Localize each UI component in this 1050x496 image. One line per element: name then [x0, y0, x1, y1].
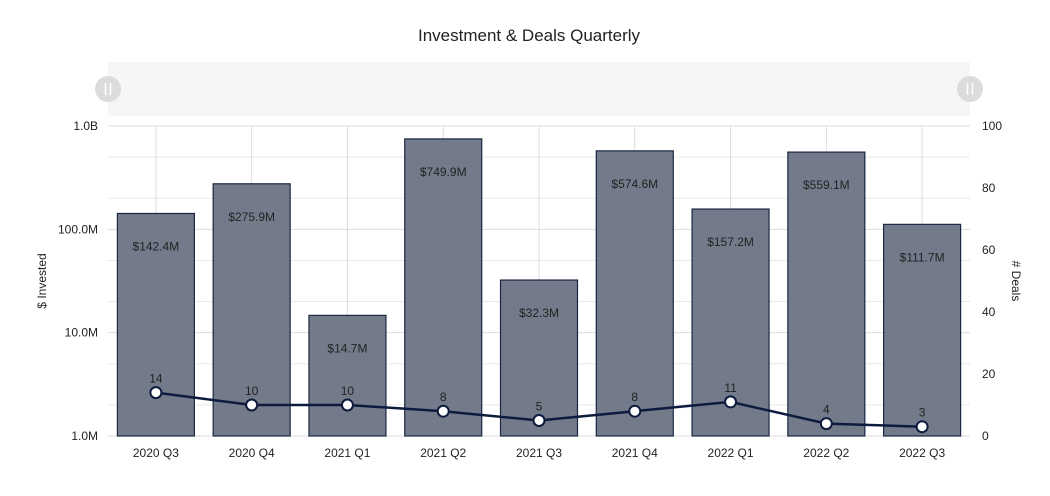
bar-value-label: $559.1M	[803, 178, 850, 192]
deals-point[interactable]	[340, 398, 354, 412]
deals-value-label: 11	[724, 381, 737, 395]
range-slider[interactable]	[95, 62, 983, 116]
left-axis-tick-label: 100.0M	[58, 222, 98, 236]
left-axis-tick-label: 10.0M	[65, 326, 98, 340]
deals-value-label: 5	[536, 400, 543, 414]
bar-value-label: $111.7M	[900, 250, 945, 264]
bar-value-label: $32.3M	[519, 306, 559, 320]
bar-2021-q3[interactable]	[499, 279, 579, 437]
bar-value-label: $157.2M	[707, 235, 754, 249]
deals-point[interactable]	[532, 414, 546, 427]
bar-value-label: $275.9M	[228, 210, 275, 224]
deals-point[interactable]	[149, 386, 163, 400]
x-axis: 2020 Q3 2020 Q4 2021 Q1 2021 Q2 2021 Q3 2021 …	[133, 446, 946, 460]
bar-series	[116, 138, 962, 437]
deals-point[interactable]	[436, 404, 450, 418]
deals-value-label: 4	[823, 403, 830, 417]
right-axis-tick-label: 20	[982, 367, 996, 381]
left-axis-tick-label: 1.0B	[73, 119, 98, 133]
x-axis-tick-label: 2022 Q3	[899, 446, 945, 460]
x-axis-tick-label: 2020 Q3	[133, 446, 179, 460]
right-axis-tick-label: 40	[982, 305, 996, 319]
x-axis-tick-label: 2021 Q2	[420, 446, 466, 460]
bar-value-label: $14.7M	[327, 341, 367, 355]
bar-2021-q4[interactable]	[595, 150, 674, 437]
bar-2022-q2[interactable]	[787, 151, 866, 437]
right-axis-tick-label: 60	[982, 243, 996, 257]
deals-point[interactable]	[245, 398, 259, 412]
line-data-labels: 14 10 10 8 5 8 11 4 3	[149, 372, 926, 420]
deals-value-label: 10	[245, 384, 259, 398]
left-axis-title: $ Invested	[35, 253, 49, 308]
right-axis-title: # Deals	[1009, 261, 1023, 302]
x-axis-tick-label: 2021 Q3	[516, 446, 562, 460]
deals-value-label: 8	[631, 390, 638, 404]
range-slider-right-handle[interactable]	[957, 76, 983, 102]
chart-title: Investment & Deals Quarterly	[418, 26, 641, 45]
x-axis-tick-label: 2022 Q2	[803, 446, 849, 460]
x-axis-tick-label: 2021 Q1	[324, 446, 370, 460]
x-axis-tick-label: 2022 Q1	[708, 446, 754, 460]
deals-value-label: 10	[341, 384, 355, 398]
bar-value-label: $142.4M	[133, 239, 180, 253]
bar-2021-q1[interactable]	[308, 314, 387, 437]
deals-value-label: 8	[440, 390, 447, 404]
range-slider-left-handle[interactable]	[95, 76, 121, 102]
bar-data-labels: $142.4M $275.9M $14.7M $749.9M $32.3M $574.6M…	[133, 165, 945, 355]
right-y-axis: 0 20 40 60 80 100	[982, 119, 1002, 443]
deals-point[interactable]	[915, 420, 929, 434]
bar-2021-q2[interactable]	[404, 138, 483, 437]
right-axis-tick-label: 0	[982, 429, 989, 443]
deals-point[interactable]	[628, 404, 642, 418]
range-slider-track[interactable]	[108, 62, 970, 116]
left-y-axis: 1.0M 10.0M 100.0M 1.0B	[58, 119, 98, 443]
bar-2022-q3[interactable]	[883, 223, 962, 437]
right-axis-tick-label: 100	[982, 119, 1002, 133]
line-series	[149, 386, 929, 434]
deals-value-label: 3	[919, 406, 926, 420]
deals-value-label: 14	[149, 372, 163, 386]
x-axis-tick-label: 2021 Q4	[612, 446, 658, 460]
bar-value-label: $574.6M	[611, 177, 658, 191]
bar-value-label: $749.9M	[420, 165, 467, 179]
x-axis-tick-label: 2020 Q4	[229, 446, 275, 460]
left-axis-tick-label: 1.0M	[71, 429, 98, 443]
deals-point[interactable]	[724, 395, 738, 409]
deals-point[interactable]	[819, 417, 833, 431]
right-axis-tick-label: 80	[982, 181, 996, 195]
bar-2020-q4[interactable]	[212, 183, 291, 437]
